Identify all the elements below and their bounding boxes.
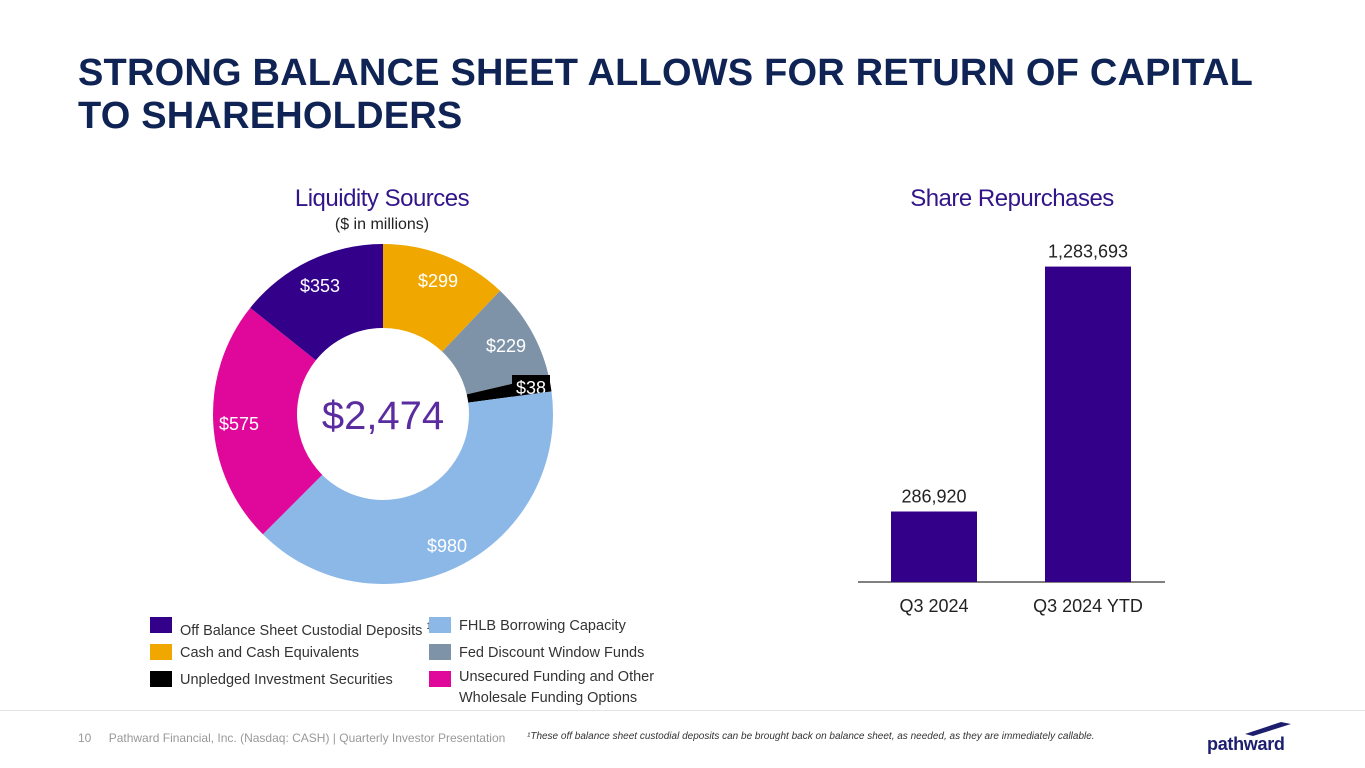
bar-value-label: 286,920 (901, 486, 966, 506)
page-number: 10 (78, 731, 92, 745)
donut-slice-label: $299 (418, 271, 458, 291)
legend-label: Fed Discount Window Funds (459, 645, 645, 661)
donut-slice (250, 244, 383, 361)
repurchase-chart-title: Share Repurchases (910, 185, 1114, 212)
logo-mark-icon (1245, 722, 1291, 736)
donut-slice-label: $575 (219, 414, 259, 434)
footer-divider (0, 710, 1365, 711)
liquidity-chart-subtitle: ($ in millions) (334, 216, 430, 233)
donut-slice-label: $38 (516, 378, 546, 398)
donut-slice (212, 307, 323, 535)
footer-company: Pathward Financial, Inc. (Nasdaq: CASH) … (108, 731, 506, 745)
legend-swatch (429, 617, 451, 633)
footer-info: 10 Pathward Financial, Inc. (Nasdaq: CAS… (78, 731, 505, 745)
pathward-logo: pathward (1207, 720, 1297, 756)
legend-swatch (429, 671, 451, 687)
donut-slice-label: $980 (427, 536, 467, 556)
bar (891, 511, 977, 582)
legend-label: FHLB Borrowing Capacity (459, 618, 626, 634)
donut-slice (383, 244, 501, 352)
x-tick-label: Q3 2024 (899, 596, 968, 616)
legend-swatch (150, 671, 172, 687)
page-title: STRONG BALANCE SHEET ALLOWS FOR RETURN O… (78, 52, 1253, 137)
donut-slice (262, 391, 554, 585)
legend-label: Unsecured Funding and Other Wholesale Fu… (459, 669, 655, 706)
bar-value-label: 1,283,693 (1048, 242, 1128, 262)
liquidity-chart-title: Liquidity Sources (294, 185, 470, 212)
bar (1045, 266, 1131, 582)
donut-slice (442, 290, 549, 395)
donut-center-total: $2,474 (322, 394, 444, 438)
legend-swatch (429, 644, 451, 660)
donut-slice-label: $353 (300, 276, 340, 296)
legend-swatch (150, 644, 172, 660)
legend-label: Unpledged Investment Securities (180, 672, 393, 688)
x-tick-label: Q3 2024 YTD (1033, 596, 1143, 616)
legend-label: Cash and Cash Equivalents (180, 645, 359, 661)
logo-text: pathward (1207, 734, 1285, 754)
liquidity-legend: Off Balance Sheet Custodial Deposits1 Ca… (150, 614, 710, 714)
legend-swatch (150, 617, 172, 633)
legend-label: Off Balance Sheet Custodial Deposits1 (180, 621, 431, 639)
donut-slice-label: $229 (486, 336, 526, 356)
footnote: ¹These off balance sheet custodial depos… (527, 731, 1095, 742)
